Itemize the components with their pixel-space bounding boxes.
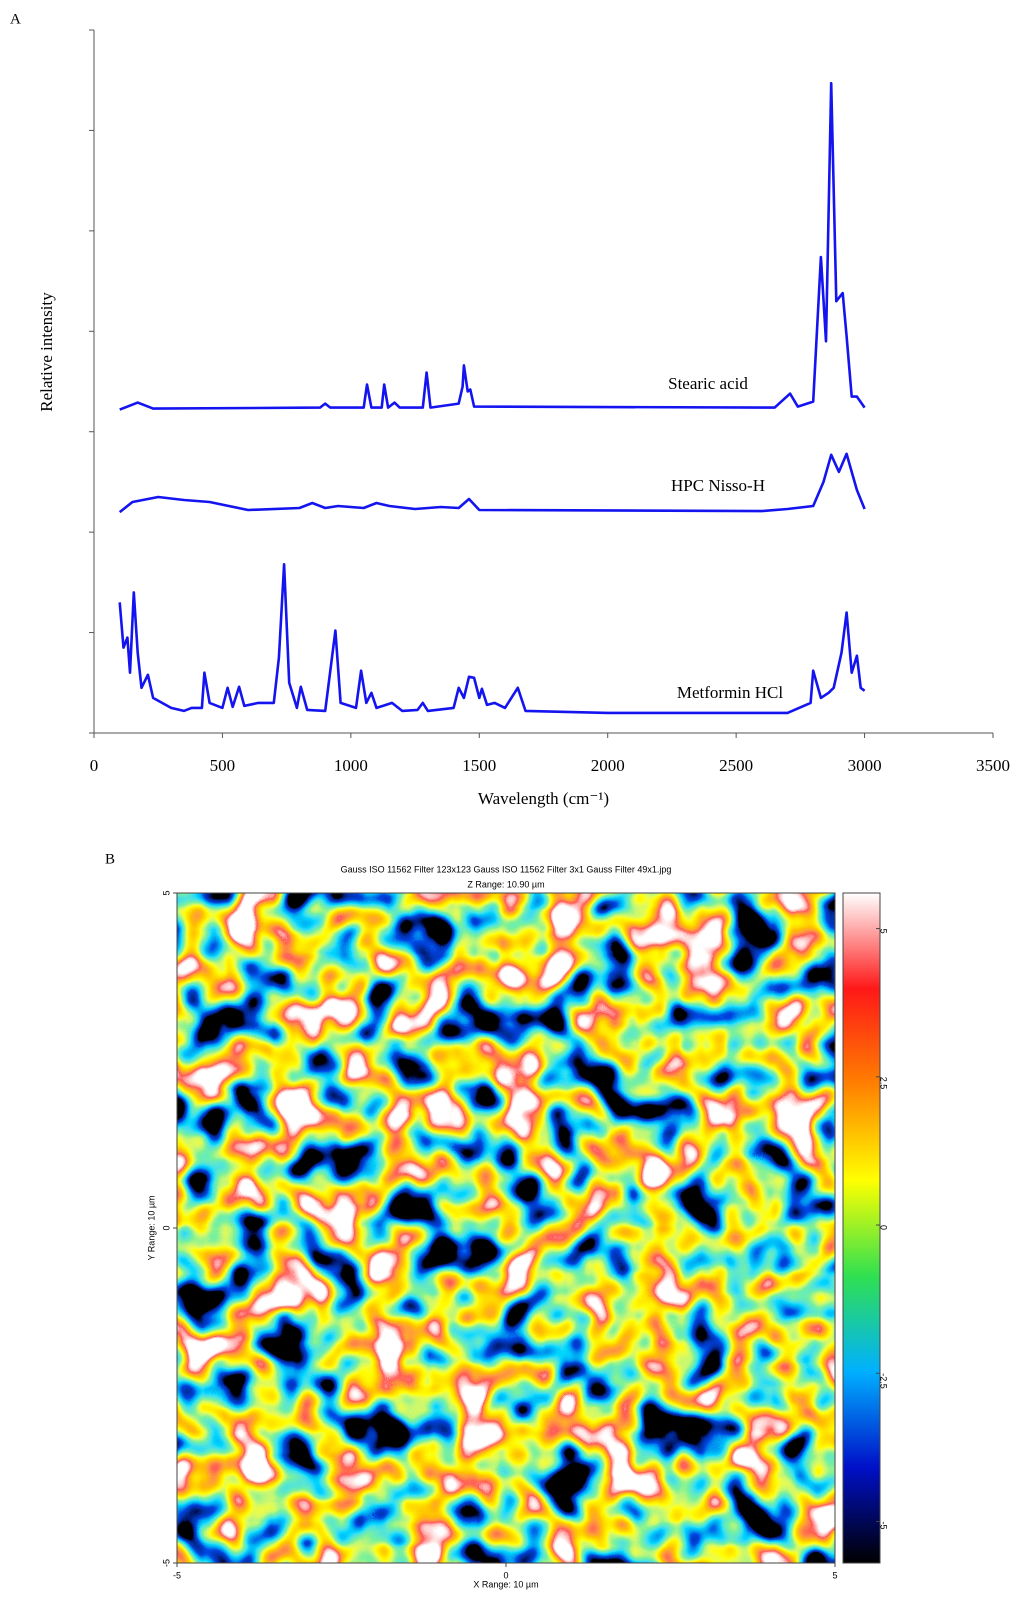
colorbar-tick-label: 2.5 [879,1077,889,1090]
x-axis-label: X Range: 10 µm [473,1579,538,1589]
series-label: Metformin HCl [677,683,784,702]
panel-label: A [10,11,21,27]
x-tick-label: 1500 [462,756,496,775]
x-tick-label: 3000 [848,756,882,775]
series-label: Stearic acid [668,374,748,393]
x-tick-label: 2500 [719,756,753,775]
surface-map [177,893,835,1563]
y-tick-label: 0 [161,1225,171,1230]
x-tick-label: 0 [503,1570,508,1580]
colorbar-tick-label: 0 [879,1225,889,1230]
y-tick-label: 5 [161,890,171,895]
x-tick-label: 3500 [976,756,1010,775]
x-tick-label: -5 [173,1570,181,1580]
x-tick-label: 2000 [591,756,625,775]
panel-label: B [105,851,115,867]
x-axis-label: Wavelength (cm⁻¹) [478,789,609,808]
y-axis-label: Relative intensity [37,292,56,412]
x-tick-label: 1000 [334,756,368,775]
spectrum-line [118,563,866,715]
series-label: HPC Nisso-H [671,476,765,495]
x-tick-label: 0 [90,756,99,775]
spectrum-line [118,452,866,514]
y-tick-label: -5 [161,1559,171,1567]
map-subtitle: Z Range: 10.90 µm [467,879,544,889]
colorbar-tick-label: -2.5 [879,1373,889,1389]
x-tick-label: 500 [210,756,236,775]
map-title: Gauss ISO 11562 Filter 123x123 Gauss ISO… [341,864,672,874]
spectrum-line [119,81,866,411]
colorbar-tick-label: 5 [879,929,889,934]
colorbar [842,892,881,1564]
y-axis-label: Y Range: 10 µm [146,1195,156,1260]
colorbar-tick-label: -5 [879,1521,889,1529]
x-tick-label: 5 [832,1570,837,1580]
